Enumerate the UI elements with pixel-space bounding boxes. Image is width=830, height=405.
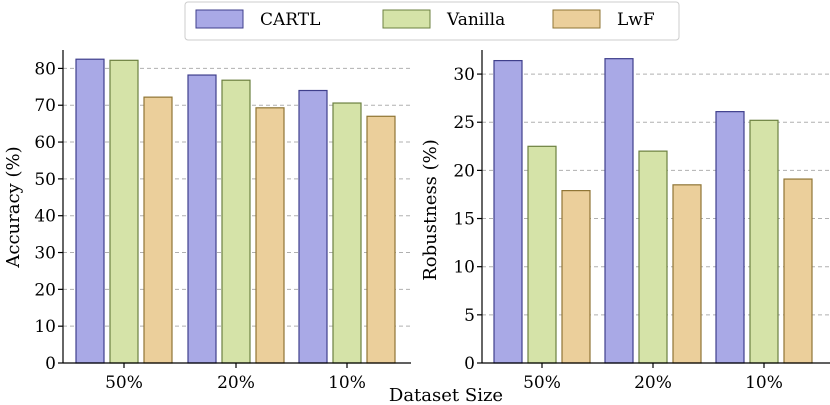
accuracy-ytick-label-60: 60 xyxy=(34,133,56,153)
legend-label-vanilla: Vanilla xyxy=(446,10,505,30)
robustness-bar-lwf-20pct xyxy=(672,184,702,364)
robustness-chart: 0 5 10 15 20 25 30 50% 20% 10% Robustness (%) xyxy=(420,50,830,393)
accuracy-bar-vanilla-10pct xyxy=(332,102,362,364)
accuracy-ytick-label-30: 30 xyxy=(34,244,56,264)
accuracy-xtick-label-20pct: 20% xyxy=(217,373,255,393)
accuracy-bar-lwf-20pct xyxy=(255,107,285,364)
robustness-bar-vanilla-50pct xyxy=(527,145,557,364)
accuracy-ytick-label-0: 0 xyxy=(45,354,56,374)
shared-x-axis-title: Dataset Size xyxy=(389,385,503,405)
accuracy-bar-vanilla-50pct xyxy=(109,59,139,364)
robustness-ytick-label-20: 20 xyxy=(453,161,475,181)
robustness-bar-lwf-50pct xyxy=(561,190,591,364)
accuracy-ytick-label-80: 80 xyxy=(34,59,56,79)
accuracy-bar-lwf-10pct xyxy=(366,115,396,364)
robustness-bar-lwf-10pct xyxy=(783,178,813,364)
legend-label-lwf: LwF xyxy=(617,10,655,30)
accuracy-ytick-label-10: 10 xyxy=(34,317,56,337)
robustness-ytick-label-25: 25 xyxy=(453,113,475,133)
accuracy-bar-vanilla-20pct xyxy=(221,79,251,364)
legend-swatch-lwf xyxy=(552,9,601,29)
accuracy-bar-lwf-50pct xyxy=(143,96,173,364)
accuracy-xtick-label-50pct: 50% xyxy=(105,373,143,393)
legend: CARTL Vanilla LwF xyxy=(184,1,680,41)
robustness-bar-cartl-50pct xyxy=(493,59,523,364)
legend-label-cartl: CARTL xyxy=(260,10,320,30)
accuracy-ytick-label-40: 40 xyxy=(34,207,56,227)
robustness-bar-vanilla-20pct xyxy=(638,150,668,364)
accuracy-chart: 0 10 20 30 40 50 60 70 80 50% 20% 10% Accuracy (%) xyxy=(3,50,411,393)
robustness-bar-cartl-10pct xyxy=(715,111,745,364)
accuracy-xtick-label-10pct: 10% xyxy=(328,373,366,393)
accuracy-bar-cartl-10pct xyxy=(298,89,328,364)
robustness-ytick-label-5: 5 xyxy=(464,306,475,326)
robustness-y-axis-title: Robustness (%) xyxy=(420,139,441,281)
robustness-xtick-label-50pct: 50% xyxy=(523,373,561,393)
robustness-bar-vanilla-10pct xyxy=(749,119,779,364)
robustness-xtick-label-20pct: 20% xyxy=(634,373,672,393)
legend-swatch-vanilla xyxy=(382,9,431,29)
robustness-xtick-label-10pct: 10% xyxy=(745,373,783,393)
accuracy-ytick-label-20: 20 xyxy=(34,280,56,300)
accuracy-ytick-label-50: 50 xyxy=(34,170,56,190)
accuracy-bar-cartl-20pct xyxy=(187,74,217,364)
legend-swatch-cartl xyxy=(195,9,244,29)
accuracy-ytick-label-70: 70 xyxy=(34,96,56,116)
robustness-bar-cartl-20pct xyxy=(604,58,634,364)
robustness-ytick-label-0: 0 xyxy=(464,354,475,374)
robustness-ytick-label-10: 10 xyxy=(453,258,475,278)
robustness-ytick-label-15: 15 xyxy=(453,210,475,230)
accuracy-bar-cartl-50pct xyxy=(75,58,105,364)
robustness-ytick-label-30: 30 xyxy=(453,65,475,85)
accuracy-y-axis-title: Accuracy (%) xyxy=(3,146,24,268)
